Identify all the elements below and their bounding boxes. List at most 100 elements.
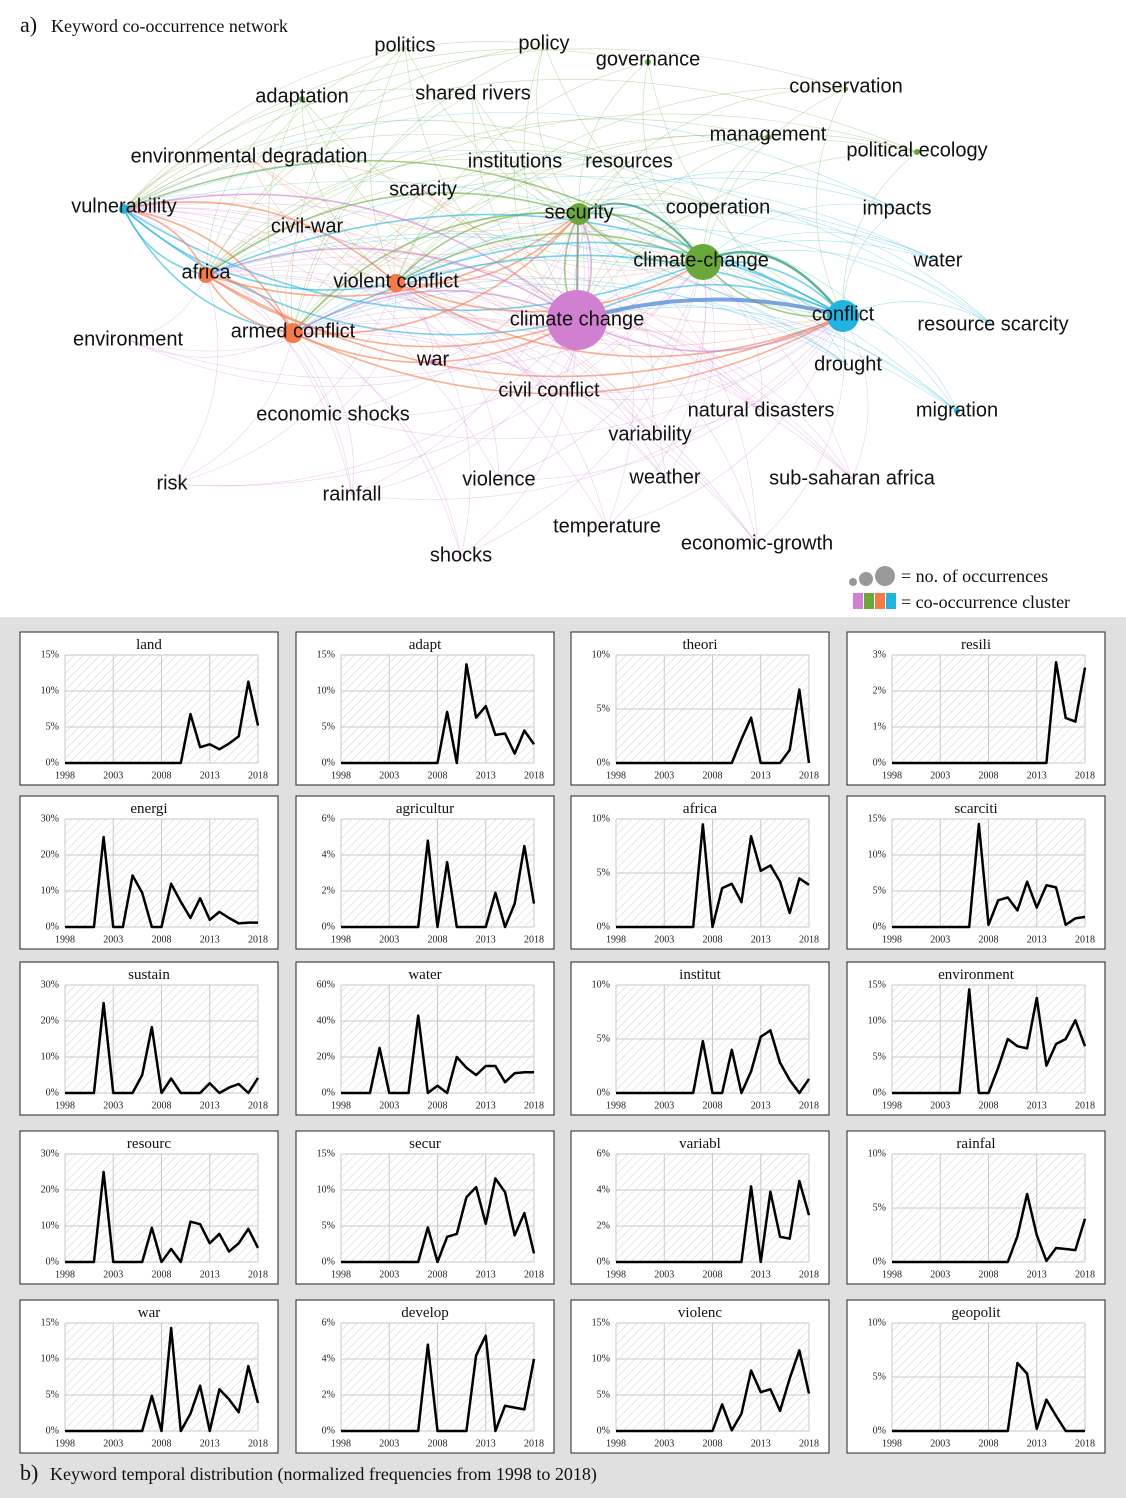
chart-title: war <box>138 1305 161 1321</box>
node-dot <box>645 59 651 65</box>
edge <box>395 282 434 363</box>
edge <box>523 43 578 321</box>
chart-title: variabl <box>679 1136 721 1152</box>
edge <box>205 213 580 297</box>
edge <box>123 208 608 528</box>
y-tick-label: 10% <box>41 1353 59 1364</box>
y-tick-label: 2% <box>873 685 886 696</box>
x-tick-label: 2018 <box>248 1100 268 1111</box>
x-tick-label: 2003 <box>930 1438 950 1449</box>
edge <box>123 193 578 321</box>
edge <box>292 93 474 334</box>
edge <box>205 150 630 276</box>
x-tick-label: 2018 <box>248 770 268 781</box>
node-label: risk <box>156 472 188 494</box>
y-tick-label: 5% <box>46 1389 59 1400</box>
edge <box>842 315 958 412</box>
edge <box>576 136 769 321</box>
x-tick-label: 2008 <box>979 1269 999 1280</box>
panel-title: Keyword co-occurrence network <box>51 16 288 36</box>
edge <box>351 315 844 500</box>
edge <box>205 236 958 412</box>
y-tick-label: 0% <box>46 1256 59 1267</box>
edge <box>123 119 630 210</box>
y-tick-label: 0% <box>322 1425 335 1436</box>
series-line <box>892 1361 1085 1433</box>
edge <box>248 156 704 279</box>
series-line <box>892 660 1087 765</box>
x-tick-label: 1998 <box>606 1269 626 1280</box>
edge <box>395 161 516 284</box>
size-legend-dot <box>859 572 873 586</box>
x-tick-label: 2018 <box>799 770 819 781</box>
edge <box>460 319 578 557</box>
edge <box>649 261 707 436</box>
edge <box>702 231 939 263</box>
cluster-swatch <box>886 593 896 609</box>
edge <box>205 233 849 366</box>
edge <box>292 212 939 334</box>
edge <box>395 87 847 284</box>
series-line <box>616 1349 811 1433</box>
x-tick-label: 2013 <box>751 934 771 945</box>
edge <box>756 315 846 545</box>
x-tick-label: 1998 <box>331 1100 351 1111</box>
edge <box>576 151 918 321</box>
edge <box>123 133 719 210</box>
x-tick-label: 2018 <box>1075 1438 1095 1449</box>
y-tick-label: 20% <box>41 849 59 860</box>
node-label: cooperation <box>666 196 771 218</box>
node-label: security <box>545 201 614 223</box>
y-tick-label: 5% <box>46 721 59 732</box>
edge <box>306 213 580 256</box>
chart-title: agricultur <box>396 801 454 817</box>
y-tick-label: 40% <box>317 1015 335 1026</box>
edge <box>292 332 462 557</box>
y-tick-label: 5% <box>873 1371 886 1382</box>
y-tick-label: 0% <box>322 921 335 932</box>
node-label: drought <box>814 353 882 375</box>
y-tick-label: 10% <box>868 1015 886 1026</box>
y-tick-label: 4% <box>597 1184 610 1195</box>
edge <box>332 315 844 440</box>
chart-title: sustain <box>128 967 170 983</box>
node-label: water <box>913 249 963 271</box>
edge <box>292 284 958 412</box>
node-dot <box>568 203 590 225</box>
node-label: climate change <box>510 308 645 330</box>
y-tick-label: 5% <box>322 1220 335 1231</box>
node-dot <box>387 274 405 292</box>
y-tick-label: 0% <box>46 1425 59 1436</box>
edge <box>205 158 516 276</box>
x-tick-label: 2008 <box>428 1438 448 1449</box>
node-dot <box>914 149 920 155</box>
x-tick-label: 2008 <box>979 770 999 781</box>
small-chart: violenc 0% 5% 10% 15% 1998 2003 2008 2013 2018 <box>570 1299 830 1454</box>
x-tick-label: 2003 <box>654 1100 674 1111</box>
x-tick-label: 1998 <box>331 934 351 945</box>
small-chart: war 0% 5% 10% 15% 1998 2003 2008 2013 2018 <box>19 1299 279 1454</box>
edge <box>290 45 406 334</box>
edge <box>292 254 844 334</box>
edge <box>404 45 704 263</box>
small-chart: variabl 0% 2% 4% 6% 1998 2003 2008 2013 2018 <box>570 1130 830 1285</box>
y-tick-label: 10% <box>41 685 59 696</box>
y-tick-label: 15% <box>592 1317 610 1328</box>
small-chart: theori 0% 5% 10% 1998 2003 2008 2013 2018 <box>570 631 830 786</box>
edge <box>123 41 545 210</box>
node-dot <box>547 290 607 350</box>
edge <box>205 274 462 557</box>
series-line <box>892 822 1086 929</box>
series-line <box>65 1001 260 1095</box>
x-tick-label: 2008 <box>979 1438 999 1449</box>
y-tick-label: 2% <box>597 1220 610 1231</box>
x-tick-label: 2018 <box>524 934 544 945</box>
edge <box>395 282 651 436</box>
node-label: impacts <box>863 197 932 219</box>
x-tick-label: 2003 <box>103 934 123 945</box>
x-tick-label: 2013 <box>751 1438 771 1449</box>
x-tick-label: 2013 <box>1027 1100 1047 1111</box>
edge <box>578 202 704 263</box>
y-tick-label: 15% <box>317 1148 335 1159</box>
edge <box>332 213 580 416</box>
